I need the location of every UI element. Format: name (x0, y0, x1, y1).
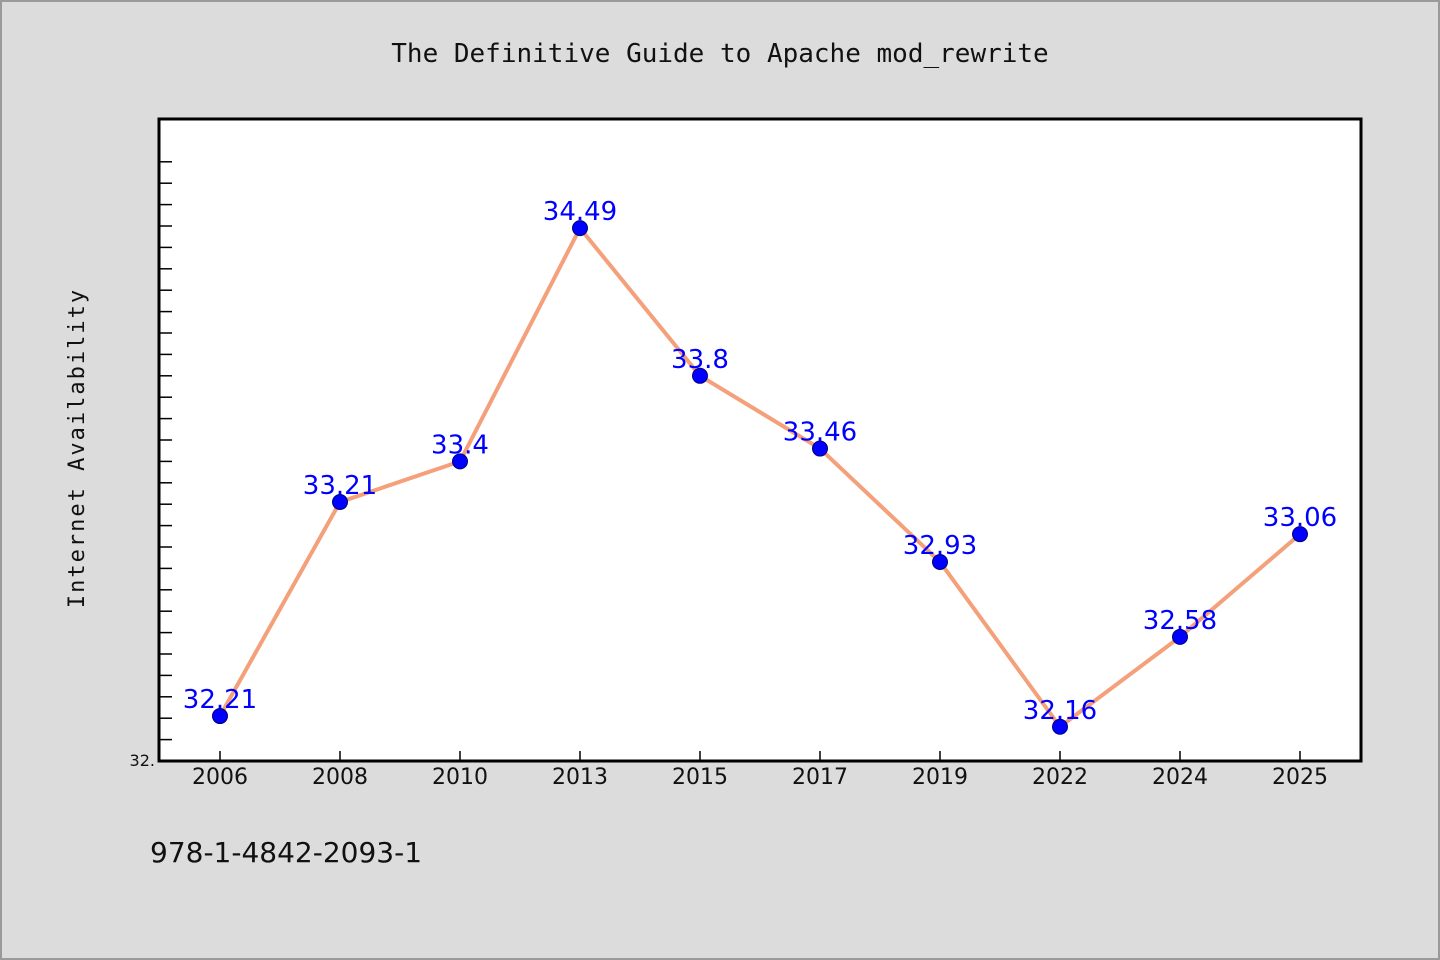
series-layer (212, 220, 1308, 735)
series-line (218, 226, 1302, 729)
x-tick-label: 2015 (672, 765, 728, 790)
plot-area (159, 119, 1361, 761)
x-tick-label: 2008 (312, 765, 368, 790)
x-tick-label: 2019 (912, 765, 968, 790)
data-point (1052, 718, 1068, 735)
x-tick-label: 2025 (1272, 765, 1328, 790)
data-point (692, 367, 708, 384)
y-tick-label: 32. (130, 751, 155, 770)
data-label: 32.58 (1143, 606, 1217, 636)
data-point (932, 553, 948, 570)
x-tick-label: 2022 (1032, 765, 1088, 790)
data-point (212, 708, 228, 725)
data-point (572, 220, 588, 237)
x-tick-label: 2006 (192, 765, 248, 790)
data-label: 32.93 (903, 531, 977, 561)
x-axis-ticks: 2006 2008 2010 2013 2015 2017 2019 2022 2024 2025 (192, 751, 1328, 790)
data-label: 33.46 (783, 418, 857, 448)
data-point (452, 453, 468, 470)
data-label-layer: 32.21 33.21 33.4 34.49 33.8 33.46 32.93 32.16 32… (183, 197, 1337, 726)
y-axis-label: Internet Availability (65, 288, 90, 608)
plot-border (157, 117, 1363, 763)
data-label: 32.21 (183, 685, 257, 715)
footer-code: 978-1-4842-2093-1 (150, 836, 422, 869)
data-label: 32.16 (1023, 696, 1097, 726)
data-label: 33.21 (303, 471, 377, 501)
x-tick-label: 2013 (552, 765, 608, 790)
x-tick-label: 2017 (792, 765, 848, 790)
data-label: 33.06 (1263, 503, 1337, 533)
data-label: 34.49 (543, 197, 617, 227)
data-label: 33.4 (431, 430, 489, 460)
data-point (1292, 526, 1308, 543)
x-tick-label: 2024 (1152, 765, 1208, 790)
data-label: 33.8 (671, 345, 729, 375)
data-point (812, 440, 828, 457)
chart-title: The Definitive Guide to Apache mod_rewri… (391, 39, 1048, 69)
data-point (1172, 628, 1188, 645)
data-point (332, 494, 348, 511)
x-tick-label: 2010 (432, 765, 488, 790)
